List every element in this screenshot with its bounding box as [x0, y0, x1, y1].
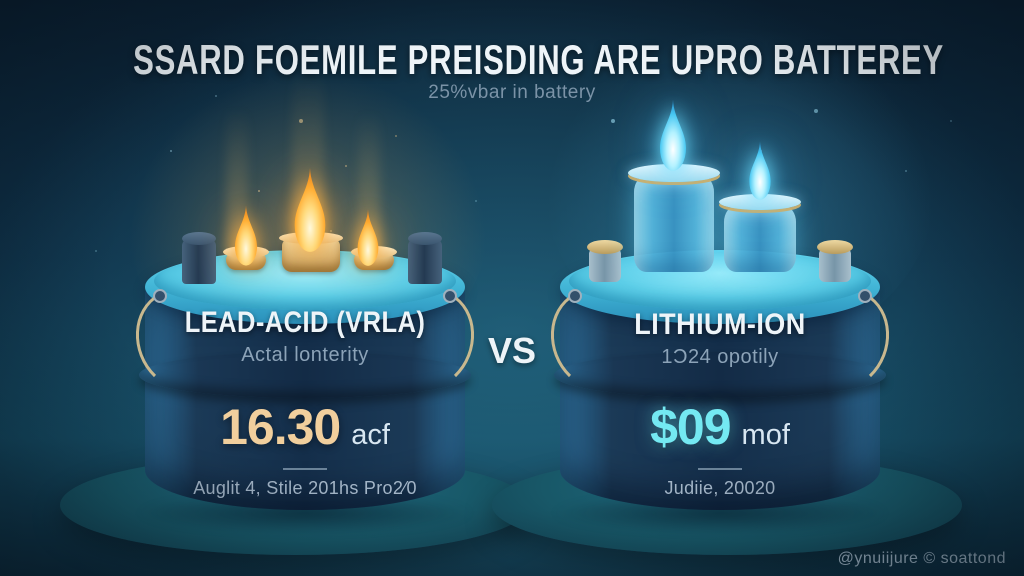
lead-acid-footnote: Auglit 4, Stile 201hs Pro2⁄0	[193, 478, 417, 498]
lithium-ion-name: LITHIUM-ION	[634, 308, 806, 341]
cell-jar-lid	[628, 164, 720, 182]
light-beam	[358, 112, 380, 258]
lead-acid-tagline: Actal lonterity	[241, 344, 369, 366]
divider	[283, 468, 327, 470]
lead-acid-name: LEAD-ACID (VRLA)	[184, 306, 426, 339]
lead-acid-price-unit: acf	[351, 419, 390, 451]
poster-title: SSARD FOEMILE PREISDING ARE UPRO BATTERE…	[133, 36, 944, 83]
lithium-ion-footnote: Judiie, 20020	[664, 478, 776, 498]
divider	[698, 468, 742, 470]
lithium-ion-price: $09 mof	[560, 398, 880, 456]
wire-handle-icon	[443, 289, 475, 378]
battery-terminal-icon	[817, 240, 853, 282]
wire-handle-icon	[550, 289, 582, 378]
vs-label: VS	[487, 330, 537, 371]
wire-handle-icon	[135, 289, 167, 378]
lead-acid-price: 16.30 acf	[145, 398, 465, 456]
battery-terminal-icon	[587, 240, 623, 282]
cyan-flame-icon	[749, 141, 771, 200]
poster-subtitle: 25%vbar in battery	[428, 82, 596, 103]
gold-flame-icon	[235, 205, 257, 266]
cell-jar-icon	[634, 176, 714, 272]
lithium-ion-tagline: 1Ɔ24 opotily	[661, 346, 779, 368]
barrel-ridge	[139, 352, 471, 398]
battery-terminal-icon	[408, 232, 442, 284]
cyan-flame-icon	[660, 99, 686, 171]
light-beam	[226, 108, 248, 258]
cell-jar-lid	[719, 194, 801, 210]
lead-acid-price-value: 16.30	[220, 399, 341, 455]
lithium-ion-price-value: $09	[650, 399, 731, 455]
gold-flame-icon	[294, 168, 326, 252]
barrel-ridge	[554, 352, 886, 398]
sparkle-dots	[0, 0, 2, 2]
lithium-ion-price-unit: mof	[741, 419, 790, 451]
gold-flame-icon	[357, 209, 379, 266]
wire-handle-icon	[858, 289, 890, 378]
battery-terminal-icon	[182, 232, 216, 284]
cell-jar-icon	[724, 206, 796, 272]
watermark: @ynuiijure © soattond	[837, 550, 1006, 567]
